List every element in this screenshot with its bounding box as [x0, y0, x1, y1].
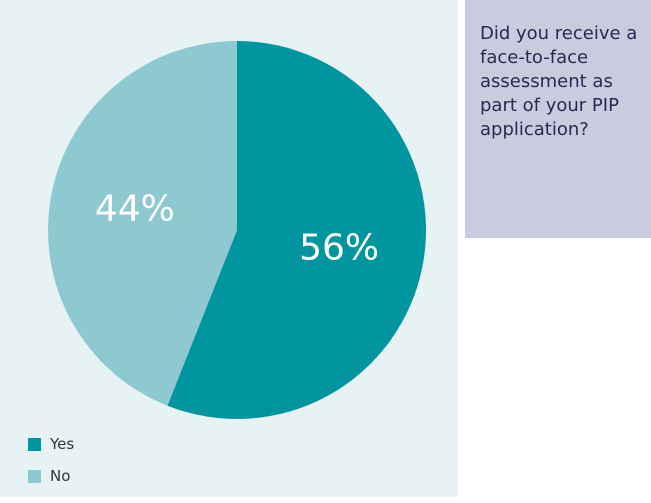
legend-item-yes: Yes: [28, 432, 74, 456]
chart-legend: Yes No: [28, 432, 74, 496]
legend-label-yes: Yes: [50, 435, 75, 453]
legend-swatch-no: [28, 469, 41, 483]
pie-slice-no: [48, 41, 237, 406]
pie-label-no: 44%: [95, 189, 175, 230]
legend-item-no: No: [28, 464, 74, 488]
pie-label-yes: 56%: [299, 227, 379, 268]
pie-slice-yes: [167, 41, 427, 420]
question-text: Did you receive a face-to-face assessmen…: [480, 23, 638, 140]
legend-swatch-yes: [28, 437, 41, 451]
pie-chart: 56% 44%: [48, 41, 427, 420]
legend-label-no: No: [50, 467, 71, 485]
question-box: Did you receive a face-to-face assessmen…: [465, 0, 651, 238]
pie-chart-panel: 56% 44% Yes No: [0, 0, 458, 497]
